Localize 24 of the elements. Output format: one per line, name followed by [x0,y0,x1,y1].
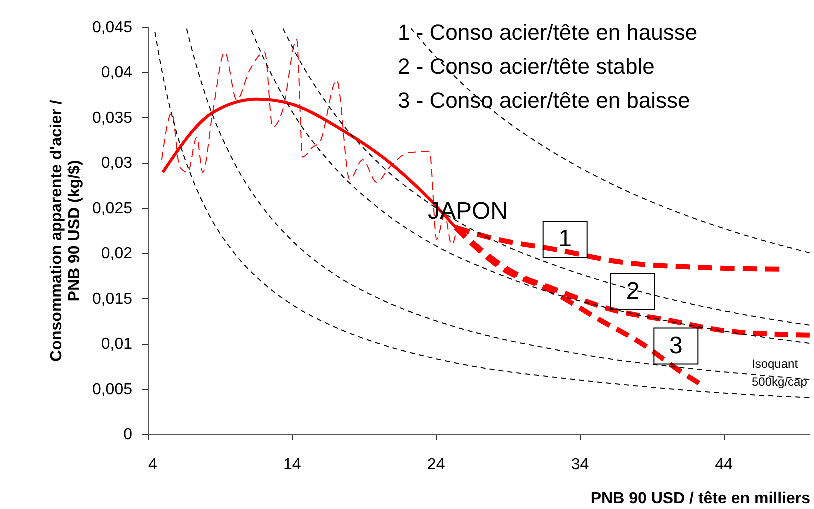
annotation: 3 - Conso acier/tête en baisse [398,88,690,113]
y-tick-label: 0,04 [101,64,133,82]
x-tick-label: 24 [427,456,446,474]
x-tick-label: 4 [148,456,158,474]
y-tick-label: 0,005 [92,381,133,398]
y-tick-label: 0,035 [92,110,133,127]
y-tick-label: 0,01 [101,336,133,354]
annotation: Isoquant 500kg/cap [752,357,808,389]
annotation: 1 [558,226,572,253]
annotation: 2 [626,278,640,305]
annotation: 2 - Conso acier/tête stable [398,54,655,79]
y-tick-label: 0,045 [92,20,133,36]
x-axis-title: PNB 90 USD / tête en milliers [590,490,811,508]
x-tick-label: 14 [284,456,302,474]
x-tick-label: 44 [715,456,734,474]
annotation: 1 - Conso acier/tête en hausse [398,20,698,45]
y-tick-label: 0,03 [101,155,133,172]
y-axis-title: Consommation apparente d'acier / PNB 90 USD (kg/$) [48,100,84,362]
y-tick-label: 0,025 [92,200,133,218]
y-tick-label: 0,02 [101,246,133,263]
annotation: 3 [669,332,683,360]
y-tick-label: 0 [124,426,133,444]
x-tick-label: 34 [571,456,590,474]
y-tick-label: 0,015 [92,290,133,308]
